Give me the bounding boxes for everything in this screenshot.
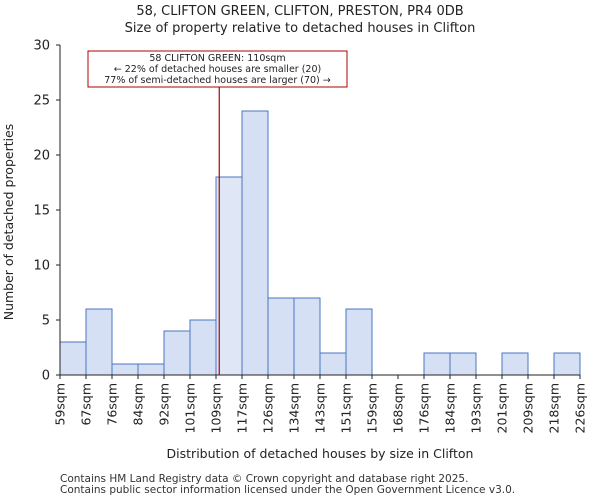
y-tick-label-15: 15 [33, 204, 50, 219]
bar-76sqm [111, 363, 139, 376]
bar-117sqm [241, 110, 269, 376]
bar-126sqm [267, 297, 295, 376]
x-tick-label-59sqm: 59sqm [53, 383, 68, 426]
x-axis-label: Distribution of detached houses by size … [167, 446, 474, 461]
footer-line-2: Contains public sector information licen… [60, 484, 516, 496]
x-tick-label-168sqm: 168sqm [391, 383, 406, 433]
bar-84sqm [137, 363, 165, 376]
x-tick-label-226sqm: 226sqm [573, 383, 588, 433]
y-tick-label-25: 25 [33, 94, 50, 109]
bar-109sqm [215, 176, 243, 376]
bar-143sqm [319, 352, 347, 376]
annotation-box: 58 CLIFTON GREEN: 110sqm ← 22% of detach… [87, 50, 348, 88]
x-tick-label-159sqm: 159sqm [365, 383, 380, 433]
annotation-line-1: 58 CLIFTON GREEN: 110sqm [149, 53, 285, 64]
y-tick-label-20: 20 [33, 149, 50, 164]
bar-151sqm [345, 308, 373, 376]
x-tick-label-67sqm: 67sqm [79, 383, 94, 426]
y-axis-label: Number of detached properties [1, 124, 16, 321]
chart-title: 58, CLIFTON GREEN, CLIFTON, PRESTON, PR4… [136, 4, 464, 19]
x-tick-label-92sqm: 92sqm [157, 383, 172, 426]
x-tick-label-209sqm: 209sqm [521, 383, 536, 433]
annotation-line-3: 77% of semi-detached houses are larger (… [104, 75, 331, 86]
x-tick-label-176sqm: 176sqm [417, 383, 432, 433]
ticks-group: 0 5 10 15 20 25 30 59sqm 67sqm 76sqm 84sqm 92sqm 101… [33, 39, 587, 434]
annotation-line-2: ← 22% of detached houses are smaller (20… [114, 64, 321, 75]
x-tick-label-126sqm: 126sqm [261, 383, 276, 433]
x-tick-label-109sqm: 109sqm [209, 383, 224, 433]
x-tick-label-218sqm: 218sqm [547, 383, 562, 433]
footer-line-1: Contains HM Land Registry data © Crown c… [60, 473, 469, 485]
bar-101sqm [189, 319, 217, 376]
x-tick-label-117sqm: 117sqm [235, 383, 250, 433]
bar-218sqm [553, 352, 581, 376]
x-tick-label-151sqm: 151sqm [339, 383, 354, 433]
bar-184sqm [449, 352, 477, 376]
annotation-rect [87, 50, 348, 88]
bars-group [59, 110, 581, 376]
bar-201sqm [501, 352, 529, 376]
bar-59sqm [59, 341, 87, 376]
x-tick-label-84sqm: 84sqm [131, 383, 146, 426]
bar-92sqm [163, 330, 191, 376]
x-tick-label-101sqm: 101sqm [183, 383, 198, 433]
x-tick-label-143sqm: 143sqm [313, 383, 328, 433]
x-tick-label-134sqm: 134sqm [287, 383, 302, 433]
x-tick-label-76sqm: 76sqm [105, 383, 120, 426]
y-tick-label-0: 0 [42, 369, 50, 384]
y-tick-label-30: 30 [33, 39, 50, 54]
bar-67sqm [85, 308, 113, 376]
bar-176sqm [423, 352, 451, 376]
x-tick-label-193sqm: 193sqm [469, 383, 484, 433]
x-tick-label-201sqm: 201sqm [495, 383, 510, 433]
x-tick-label-184sqm: 184sqm [443, 383, 458, 433]
chart-subtitle: Size of property relative to detached ho… [124, 21, 476, 36]
y-tick-label-5: 5 [42, 314, 50, 329]
y-tick-label-10: 10 [33, 259, 50, 274]
bar-134sqm [293, 297, 321, 376]
